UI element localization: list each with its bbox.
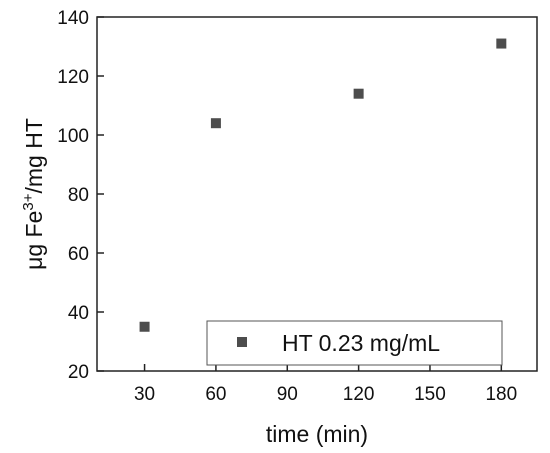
- y-tick-label: 140: [57, 8, 89, 29]
- y-axis-title: μg Fe3+/mg HT: [20, 118, 47, 270]
- x-tick-label: 90: [277, 384, 298, 405]
- data-point: [496, 38, 507, 49]
- x-tick-label: 60: [205, 384, 226, 405]
- y-tick-label: 20: [68, 362, 89, 383]
- y-axis-title-prefix: μg Fe: [21, 211, 47, 270]
- x-tick-label: 120: [343, 384, 375, 405]
- data-point: [139, 321, 150, 332]
- y-tick-label: 120: [57, 67, 89, 88]
- legend: HT 0.23 mg/mL: [206, 320, 503, 366]
- data-point: [353, 88, 364, 99]
- x-axis: 30 60 90 120 150 180: [134, 364, 517, 405]
- plot-frame: [96, 16, 538, 372]
- y-tick-label: 40: [68, 303, 89, 324]
- x-tick-label: 30: [134, 384, 155, 405]
- legend-label: HT 0.23 mg/mL: [282, 330, 440, 356]
- x-axis-title: time (min): [266, 421, 368, 447]
- y-axis-title-superscript: 3+: [20, 193, 37, 210]
- x-tick-label: 150: [414, 384, 446, 405]
- y-tick-label: 100: [57, 126, 89, 147]
- y-tick-label: 80: [68, 185, 89, 206]
- y-axis-title-suffix: /mg HT: [21, 118, 47, 193]
- legend-box: [206, 320, 503, 366]
- data-points: [139, 38, 507, 332]
- data-point: [210, 118, 221, 129]
- legend-marker: [237, 337, 247, 347]
- y-tick-label: 60: [68, 244, 89, 265]
- y-axis: 20 40 60 80 100 120 140: [57, 8, 104, 383]
- x-tick-label: 180: [485, 384, 517, 405]
